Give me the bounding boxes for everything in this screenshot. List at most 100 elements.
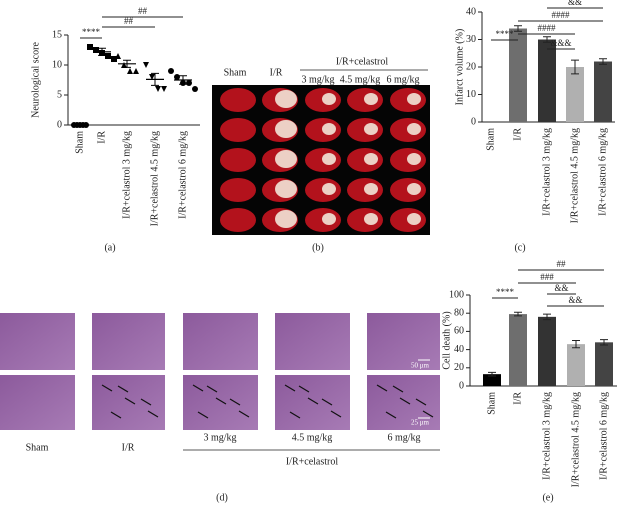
infarct [322,93,336,105]
significance-label: #### [538,23,557,33]
arrow [192,384,204,392]
point [192,86,198,92]
y-tick-label: 100 [449,289,464,300]
bar [483,374,501,386]
x-tick-label: I/R+celastrol 4.5 mg/kg [569,128,580,223]
micrograph [183,375,258,430]
group-label: I/R [270,67,283,78]
images [0,85,440,430]
micrograph [183,313,258,370]
micrograph [0,375,75,430]
error-bar [543,36,551,43]
y-tick-label: 5 [57,89,62,100]
brain-slice [220,208,256,232]
infarct [364,213,378,225]
bar [509,28,527,122]
arrow [140,398,152,406]
x-tick-label: Sham [74,131,85,154]
significance-label: && [568,295,582,305]
infarct [275,90,297,108]
treatment-label: I/R+celastrol [286,456,339,467]
x-tick-label: Sham [486,392,497,415]
arrow [147,410,159,418]
bar [567,344,585,386]
arrow [298,385,310,393]
x-tick-label: I/R+celastrol 4.5 mg/kg [570,392,581,487]
bar [509,314,527,386]
dose-label: 3 mg/kg [301,74,334,85]
arrow [385,411,397,419]
error-bar [98,47,106,56]
micrograph [0,313,75,370]
micrograph [92,313,165,370]
arrow [229,398,241,406]
point [87,44,93,50]
error-bar [599,58,607,65]
point [186,80,192,86]
x-tick-label: I/R+celastrol 3 mg/kg [541,128,552,216]
infarct [364,153,378,165]
error-bar [572,340,580,349]
point [111,56,117,62]
y-tick-label: 20 [466,61,476,72]
point [93,47,99,53]
x-tick-label: I/R [512,128,523,141]
y-tick-label: 20 [454,362,464,373]
significance-label: &&& [550,38,571,48]
arrow [392,385,404,393]
bar [595,342,613,386]
dose-label: 4.5 mg/kg [340,74,381,85]
point [143,62,149,68]
y-tick-label: 10 [466,89,476,100]
treatment-label: I/R+celastrol [336,56,389,67]
arrow [238,410,250,418]
infarct [322,153,336,165]
significance-label: **** [496,29,515,39]
infarct [322,183,336,195]
dose-label: 3 mg/kg [203,432,236,443]
infarct [364,93,378,105]
group-label: Sham [26,442,49,453]
infarct [275,210,297,228]
point [155,86,161,92]
y-tick-label: 0 [471,116,476,127]
significance-label: **** [496,287,515,297]
arrow [415,398,427,406]
bar [538,39,556,122]
x-tick-label: I/R+celastrol 6 mg/kg [597,128,608,216]
arrow [215,397,227,405]
scale-bar-label: 50 μm [411,362,430,370]
point [105,53,111,59]
arrow [101,384,113,392]
y-tick-label: 15 [52,29,62,40]
infarct [364,123,378,135]
y-tick-label: 0 [57,119,62,130]
error-bar [123,59,131,68]
brain-slice [220,178,256,202]
panel-label: (e) [542,492,553,503]
arrow [206,385,218,393]
x-tick-label: I/R+celastrol 6 mg/kg [177,131,188,219]
error-bar [514,311,522,317]
significance-label: && [568,0,582,7]
point [127,68,133,74]
arrow [124,397,136,405]
bar [538,316,556,386]
point [174,74,180,80]
error-bar [514,25,522,32]
y-tick-label: 0 [459,380,464,391]
error-bar [543,313,551,321]
arrow [110,411,122,419]
y-axis-label: Neurological score [30,42,41,118]
x-tick-label: I/R [512,392,523,405]
infarct [407,93,421,105]
error-bar [179,75,187,85]
panel-label: (d) [216,492,228,503]
x-tick-label: I/R [96,131,107,144]
arrow [321,398,333,406]
point [149,74,155,80]
point [115,53,121,59]
arrow [376,384,388,392]
dose-label: 6 mg/kg [386,74,419,85]
brain-slice [220,88,256,112]
